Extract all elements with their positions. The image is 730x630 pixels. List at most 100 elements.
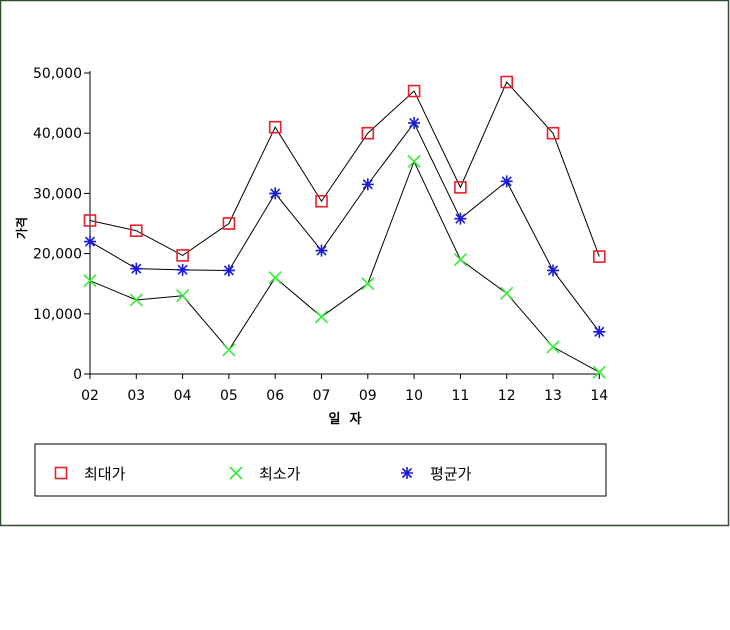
marker-shape — [268, 271, 282, 285]
x-tick-label: 09 — [359, 388, 377, 404]
data-point — [176, 289, 190, 303]
data-point — [314, 310, 329, 324]
y-tick-label: 20,000 — [33, 247, 82, 263]
data-point — [176, 249, 189, 262]
data-point — [500, 175, 513, 188]
chart-border — [0, 0, 730, 527]
data-point — [83, 274, 97, 288]
x-tick-label: 12 — [498, 388, 516, 404]
data-point — [546, 340, 560, 354]
data-point — [454, 212, 467, 225]
legend-items: 최대가 최소가 평균가 — [54, 465, 472, 483]
marker-shape — [176, 289, 190, 303]
marker-shape — [592, 250, 606, 263]
marker-shape — [454, 212, 467, 225]
marker-shape — [546, 126, 560, 140]
data-point — [500, 286, 514, 300]
y-axis-label: 가격 — [14, 217, 29, 239]
marker-shape — [268, 120, 282, 134]
data-point — [454, 181, 467, 194]
data-point — [83, 214, 97, 227]
data-point — [315, 244, 328, 257]
x-tick-label: 11 — [451, 388, 469, 404]
marker-shape — [500, 175, 513, 188]
marker-shape — [314, 310, 329, 324]
legend-box — [34, 443, 607, 497]
legend-label: 최소가 — [259, 465, 301, 483]
x-tick-label: 07 — [313, 388, 331, 404]
marker-shape — [361, 126, 375, 140]
marker-shape — [500, 286, 514, 300]
data-point — [130, 262, 143, 275]
marker-shape — [453, 253, 467, 267]
data-point — [222, 343, 236, 357]
marker-shape — [592, 365, 606, 379]
data-point — [453, 253, 467, 267]
data-point — [592, 365, 606, 379]
marker-shape — [129, 293, 143, 307]
marker-shape — [315, 244, 328, 257]
data-point — [129, 293, 143, 307]
data-point — [500, 75, 514, 89]
x-tick-label: 14 — [590, 388, 608, 404]
marker-shape — [361, 178, 374, 191]
data-point — [407, 154, 421, 169]
marker-shape — [222, 264, 235, 277]
data-point — [268, 271, 282, 285]
x-tick-label: 02 — [81, 388, 99, 404]
legend-marker — [229, 466, 243, 480]
marker-shape — [408, 116, 421, 129]
data-point — [361, 126, 375, 140]
data-point — [222, 264, 235, 277]
marker-shape — [547, 264, 559, 277]
marker-shape — [222, 343, 236, 357]
data-point — [593, 325, 606, 338]
marker-shape — [130, 262, 143, 275]
series-line-1 — [89, 81, 600, 257]
plot-area: 0 10,000 20,000 30,000 40,000 50,000 02 03 04 05 0… — [33, 66, 608, 404]
legend-label: 최대가 — [84, 465, 126, 483]
x-axis-label: 일 자 — [329, 412, 362, 427]
marker-shape — [593, 325, 606, 338]
marker-shape — [176, 249, 189, 262]
marker-shape — [83, 214, 97, 227]
marker-shape — [54, 466, 68, 480]
data-point — [361, 277, 375, 291]
data-point — [268, 120, 282, 134]
marker-shape — [84, 235, 96, 248]
y-tick-label: 40,000 — [33, 126, 82, 142]
series-line-2 — [89, 160, 600, 373]
data-point — [361, 178, 374, 191]
series-line-3 — [89, 122, 600, 333]
y-tick-label: 10,000 — [33, 307, 82, 323]
marker-shape — [500, 75, 514, 89]
data-point — [408, 116, 421, 129]
legend-label: 평균가 — [430, 465, 472, 483]
x-tick-label: 10 — [405, 388, 423, 404]
marker-shape — [454, 181, 467, 194]
marker-shape — [176, 263, 189, 276]
x-tick-label: 13 — [544, 388, 562, 404]
x-tick-label: 05 — [220, 388, 238, 404]
y-tick-label: 50,000 — [33, 66, 82, 82]
marker-shape — [361, 277, 375, 291]
data-point — [130, 224, 143, 238]
marker-shape — [401, 467, 413, 479]
y-tick-label: 0 — [73, 367, 82, 383]
data-point — [269, 187, 282, 200]
x-tick-label: 04 — [174, 388, 192, 404]
marker-shape — [83, 274, 97, 288]
data-point — [592, 250, 606, 263]
data-point — [222, 217, 236, 230]
marker-shape — [407, 154, 421, 169]
data-point — [547, 264, 559, 277]
legend-marker — [54, 466, 68, 480]
x-tick-label: 03 — [127, 388, 145, 404]
x-tick-label: 06 — [266, 388, 284, 404]
marker-shape — [315, 194, 328, 208]
y-tick-label: 30,000 — [33, 186, 82, 202]
marker-shape — [546, 340, 560, 354]
data-point — [546, 126, 560, 140]
marker-shape — [407, 84, 421, 98]
